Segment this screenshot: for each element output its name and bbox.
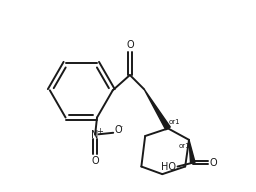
- Text: +: +: [97, 127, 103, 136]
- Text: HO: HO: [161, 161, 176, 171]
- Text: O: O: [91, 156, 99, 166]
- Text: ⁻: ⁻: [118, 123, 123, 132]
- Polygon shape: [189, 140, 195, 163]
- Polygon shape: [144, 89, 170, 130]
- Text: O: O: [126, 40, 134, 50]
- Text: N: N: [91, 130, 99, 140]
- Text: or1: or1: [178, 143, 190, 149]
- Text: or1: or1: [169, 119, 180, 125]
- Text: O: O: [210, 158, 217, 168]
- Text: O: O: [114, 125, 122, 135]
